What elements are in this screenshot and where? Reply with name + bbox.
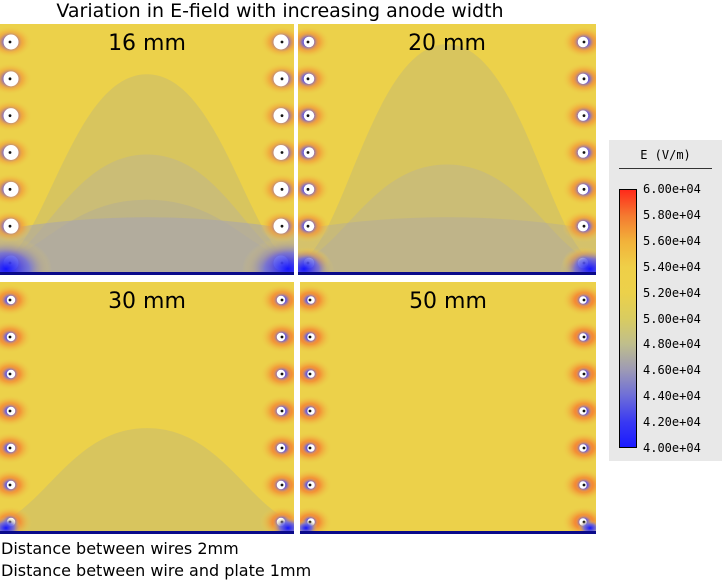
wire-field: [260, 136, 294, 169]
wire-field: [0, 136, 32, 169]
wire-field: [300, 469, 332, 501]
wire-field: [260, 99, 294, 132]
wire-field: [562, 62, 596, 95]
legend-tick-label: 4.60e+04: [643, 363, 701, 378]
corner-field: [560, 248, 596, 275]
wire-field: [0, 173, 32, 206]
legend-tick-label: 4.20e+04: [643, 415, 701, 430]
corner-field: [0, 237, 52, 275]
anode-plate: [0, 531, 294, 534]
field-contour: [298, 217, 596, 275]
wire-field: [562, 321, 596, 353]
anode-plate: [0, 272, 294, 275]
wire-field: [0, 62, 32, 95]
panel-50mm: 50 mm: [300, 282, 596, 534]
wire-field: [0, 395, 32, 427]
corner-field: [578, 519, 596, 534]
wire-field: [260, 358, 294, 390]
wire-field: [298, 210, 330, 243]
legend-tick-label: 5.80e+04: [643, 207, 701, 222]
wire-field: [300, 432, 332, 464]
wire-field: [0, 210, 32, 243]
legend-tick-label: 4.80e+04: [643, 337, 701, 352]
wire-field: [298, 26, 330, 58]
wire-field: [562, 136, 596, 169]
corner-field: [0, 517, 22, 534]
anode-plate: [300, 531, 596, 534]
wire-field: [562, 358, 596, 390]
wire-field: [0, 432, 32, 464]
corner-field: [272, 517, 294, 534]
legend-tick-label: 5.60e+04: [643, 233, 701, 248]
wire-field: [0, 99, 32, 132]
wire-field: [562, 284, 596, 316]
colorbar-gradient: [619, 189, 637, 448]
corner-field: [242, 237, 294, 275]
wire-field: [298, 173, 330, 206]
wire-field: [0, 26, 32, 58]
figure-title: Variation in E-field with increasing ano…: [56, 0, 504, 22]
wire-field: [0, 358, 32, 390]
legend-title: E (V/m): [640, 148, 691, 162]
wire-field: [298, 99, 330, 132]
field-contour: [298, 164, 596, 275]
corner-field: [298, 248, 334, 275]
colorbar-legend: E (V/m) 6.00e+04 5.80e+04 5.60e+04 5.40e+04…: [609, 140, 722, 461]
legend-tick-label: 4.00e+04: [643, 441, 701, 455]
legend-tick-label: 5.20e+04: [643, 285, 701, 300]
wire-field: [562, 173, 596, 206]
legend-tick-label: 5.40e+04: [643, 259, 701, 274]
wire-field: [260, 469, 294, 501]
wire-field: [260, 210, 294, 243]
wire-field: [0, 321, 32, 353]
wire-field: [300, 358, 332, 390]
wire-field: [562, 469, 596, 501]
wire-field: [0, 469, 32, 501]
wire-field: [562, 210, 596, 243]
wire-field: [562, 99, 596, 132]
wire-field: [300, 395, 332, 427]
wire-field: [0, 284, 32, 316]
legend-tick-label: 5.00e+04: [643, 311, 701, 326]
panel-30mm: 30 mm: [0, 282, 294, 534]
field-contour: [0, 428, 294, 534]
panel-16mm: 16 mm: [0, 24, 294, 275]
wire-field: [298, 62, 330, 95]
wire-field: [300, 284, 332, 316]
wire-field: [260, 284, 294, 316]
wire-field: [260, 432, 294, 464]
wire-field: [562, 432, 596, 464]
legend-tick-label: 4.40e+04: [643, 389, 701, 404]
note-wire-plate-distance: Distance between wire and plate 1mm: [1, 561, 312, 580]
wire-field: [562, 26, 596, 58]
field-plot: [0, 24, 294, 275]
field-plot: [300, 282, 596, 534]
wire-field: [260, 395, 294, 427]
field-plot: [298, 24, 596, 275]
note-wire-distance: Distance between wires 2mm: [1, 539, 239, 558]
field-contour: [0, 217, 294, 275]
legend-tick-label: 6.00e+04: [643, 182, 701, 196]
wire-field: [260, 26, 294, 58]
wire-field: [260, 173, 294, 206]
wire-field: [260, 62, 294, 95]
anode-plate: [298, 272, 596, 275]
wire-field: [260, 321, 294, 353]
wire-field: [298, 136, 330, 169]
corner-field: [300, 519, 318, 534]
wire-field: [300, 321, 332, 353]
wire-field: [562, 395, 596, 427]
panel-20mm: 20 mm: [298, 24, 596, 275]
legend-divider: [619, 168, 712, 169]
field-plot: [0, 282, 294, 534]
